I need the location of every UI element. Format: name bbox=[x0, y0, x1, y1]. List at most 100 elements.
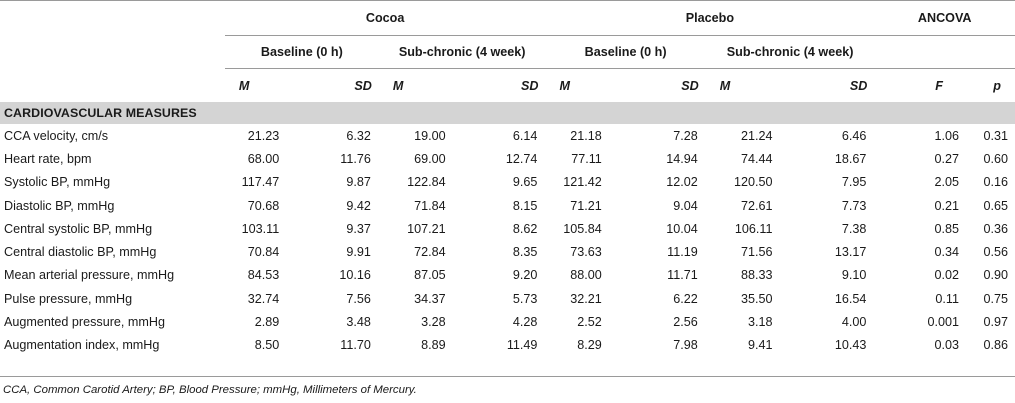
table-cell: 70.84 bbox=[247, 245, 280, 260]
table-cell: 6.32 bbox=[346, 128, 371, 143]
stat-header: p bbox=[964, 68, 1015, 102]
table-row: Augmentation index, mmHg 8.50 11.70 8.89 11.… bbox=[0, 334, 1015, 357]
table-cell: 11.76 bbox=[340, 151, 371, 166]
table-cell: 122.84 bbox=[407, 175, 446, 190]
stat-header: F bbox=[874, 68, 965, 102]
table-row: Systolic BP, mmHg 117.47 9.87 122.84 9.65 121… bbox=[0, 171, 1015, 194]
table-cell: 88.00 bbox=[570, 268, 602, 283]
table-cell: 2.56 bbox=[673, 315, 698, 330]
table-cell: 7.28 bbox=[673, 128, 698, 143]
table-cell: 0.85 bbox=[934, 221, 959, 236]
table-cell: 9.91 bbox=[346, 245, 371, 260]
subgroup-header: Baseline (0 h) bbox=[545, 35, 706, 69]
table-cell: 103.11 bbox=[241, 221, 280, 236]
cardiovascular-table: Cocoa Placebo ANCOVA Baseline (0 h) Sub-… bbox=[0, 1, 1015, 357]
table-cell: 8.15 bbox=[512, 198, 538, 213]
table-cell: 6.46 bbox=[841, 128, 867, 143]
table-cell: 3.48 bbox=[346, 315, 371, 330]
table-cell: 6.22 bbox=[673, 291, 698, 306]
row-label: Mean arterial pressure, mmHg bbox=[4, 268, 175, 283]
table-cell: 0.16 bbox=[983, 175, 1008, 190]
table-cell: 68.00 bbox=[247, 151, 280, 166]
table-cell: 8.89 bbox=[421, 338, 446, 353]
table-cell: 7.73 bbox=[841, 198, 867, 213]
table-cell: 0.21 bbox=[934, 198, 959, 213]
header-row-subgroups: Baseline (0 h) Sub-chronic (4 week) Base… bbox=[0, 35, 1015, 69]
table-cell: 69.00 bbox=[414, 151, 446, 166]
stat-header: SD bbox=[285, 68, 379, 102]
subgroup-header: Sub-chronic (4 week) bbox=[705, 35, 875, 69]
table-cell: 120.50 bbox=[733, 175, 773, 190]
table-cell: 9.37 bbox=[346, 221, 371, 236]
table-cell: 0.27 bbox=[934, 151, 959, 166]
table-cell: 107.21 bbox=[407, 221, 446, 236]
table-cell: 6.14 bbox=[512, 128, 538, 143]
header-row-groups: Cocoa Placebo ANCOVA bbox=[0, 1, 1015, 36]
table-cell: 9.42 bbox=[346, 198, 371, 213]
table-cell: 8.50 bbox=[254, 338, 280, 353]
table-cell: 35.50 bbox=[741, 291, 773, 306]
table-cell: 21.23 bbox=[247, 128, 280, 143]
table-row: Central diastolic BP, mmHg 70.84 9.91 72.84… bbox=[0, 240, 1015, 263]
table-cell: 70.68 bbox=[247, 198, 280, 213]
stat-header: SD bbox=[776, 68, 875, 102]
row-label: Central systolic BP, mmHg bbox=[4, 221, 153, 236]
table-cell: 0.11 bbox=[935, 291, 959, 306]
subgroup-header: Sub-chronic (4 week) bbox=[378, 35, 546, 69]
table-cell: 11.70 bbox=[340, 338, 371, 353]
table-cell: 11.71 bbox=[667, 268, 698, 283]
table-bottom-rule bbox=[0, 376, 1015, 377]
table-cell: 77.11 bbox=[571, 151, 602, 166]
table-cell: 72.61 bbox=[741, 198, 773, 213]
table-cell: 8.29 bbox=[577, 338, 602, 353]
stat-header: SD bbox=[449, 68, 546, 102]
table-cell: 3.28 bbox=[421, 315, 446, 330]
table-cell: 5.73 bbox=[512, 291, 538, 306]
table-cell: 71.21 bbox=[570, 198, 602, 213]
row-label: Diastolic BP, mmHg bbox=[4, 198, 115, 213]
table-cell: 34.37 bbox=[414, 291, 446, 306]
table-cell: 71.84 bbox=[414, 198, 446, 213]
table-cell: 4.00 bbox=[841, 315, 867, 330]
table-cell: 11.19 bbox=[667, 245, 698, 260]
table-cell: 106.11 bbox=[734, 221, 773, 236]
table-cell: 32.74 bbox=[247, 291, 280, 306]
stat-header: M bbox=[545, 68, 606, 102]
table-cell: 9.10 bbox=[841, 268, 867, 283]
table-cell: 10.43 bbox=[834, 338, 867, 353]
table-cell: 19.00 bbox=[414, 128, 446, 143]
table-cell: 0.34 bbox=[934, 245, 959, 260]
table-cell: 7.98 bbox=[673, 338, 698, 353]
table-cell: 1.06 bbox=[934, 128, 959, 143]
table-cell: 32.21 bbox=[570, 291, 602, 306]
table-cell: 0.60 bbox=[983, 151, 1008, 166]
table-cell: 73.63 bbox=[570, 245, 602, 260]
row-label: Systolic BP, mmHg bbox=[4, 175, 111, 190]
table-cell: 9.04 bbox=[673, 198, 698, 213]
table-cell: 87.05 bbox=[414, 268, 446, 283]
section-row: CARDIOVASCULAR MEASURES bbox=[0, 102, 1015, 124]
table-cell: 71.56 bbox=[741, 245, 773, 260]
table-cell: 2.05 bbox=[934, 175, 959, 190]
table-cell: 4.28 bbox=[512, 315, 538, 330]
row-label: Augmentation index, mmHg bbox=[4, 338, 160, 353]
table-cell: 74.44 bbox=[741, 151, 773, 166]
table-cell: 18.67 bbox=[834, 151, 867, 166]
table-cell: 16.54 bbox=[834, 291, 867, 306]
table-cell: 0.75 bbox=[983, 291, 1008, 306]
subgroup-header: Baseline (0 h) bbox=[224, 35, 379, 69]
table-cell: 7.56 bbox=[346, 291, 371, 306]
table-cell: 0.001 bbox=[927, 315, 959, 330]
table-cell: 0.03 bbox=[934, 338, 959, 353]
table-cell: 10.16 bbox=[339, 268, 371, 283]
table-cell: 10.04 bbox=[666, 221, 698, 236]
table-cell: 2.89 bbox=[254, 315, 280, 330]
table-cell: 8.35 bbox=[512, 245, 538, 260]
stat-header: M bbox=[224, 68, 286, 102]
table-cell: 11.49 bbox=[506, 338, 538, 353]
row-label: Heart rate, bpm bbox=[4, 151, 92, 166]
table-cell: 105.84 bbox=[563, 221, 602, 236]
table-cell: 0.65 bbox=[983, 198, 1008, 213]
stat-header: M bbox=[705, 68, 777, 102]
